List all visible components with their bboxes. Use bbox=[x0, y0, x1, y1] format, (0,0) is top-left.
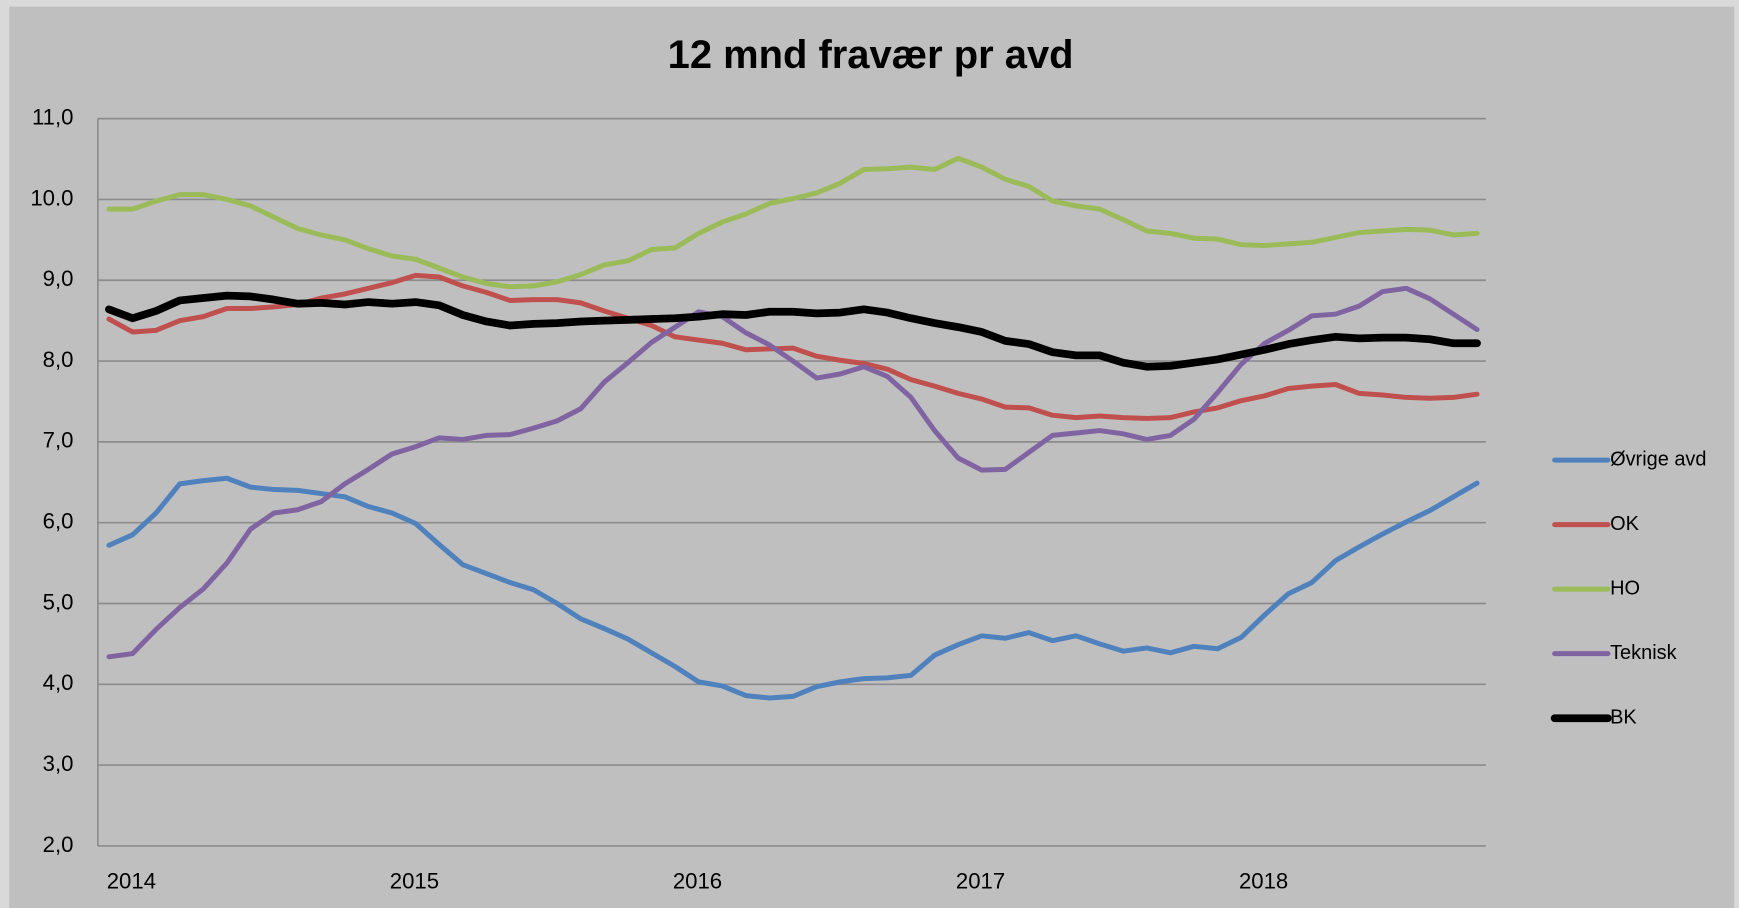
y-tick-label: 11,0 bbox=[32, 104, 73, 129]
y-tick-label: 3,0 bbox=[43, 751, 74, 776]
legend-label: OK bbox=[1610, 513, 1640, 535]
chart-title: 12 mnd fravær pr avd bbox=[668, 33, 1074, 77]
legend-label: HO bbox=[1610, 577, 1640, 599]
y-tick-label: 2,0 bbox=[43, 832, 74, 857]
x-tick-label: 2017 bbox=[956, 868, 1005, 893]
x-tick-label: 2014 bbox=[107, 868, 156, 893]
y-tick-label: 6,0 bbox=[43, 509, 74, 534]
x-tick-label: 2016 bbox=[673, 868, 722, 893]
line-series bbox=[106, 285, 1480, 660]
line-series bbox=[106, 272, 1480, 421]
y-tick-label: 7,0 bbox=[43, 428, 74, 453]
y-tick-label: 9,0 bbox=[43, 266, 74, 291]
line-series bbox=[105, 291, 1481, 371]
line-series bbox=[106, 475, 1480, 701]
x-tick-label: 2018 bbox=[1239, 868, 1288, 893]
y-tick-label: 10.0 bbox=[30, 185, 73, 210]
x-tick-label: 2015 bbox=[390, 868, 439, 893]
legend-label: Øvrige avd bbox=[1610, 448, 1706, 470]
y-tick-label: 5,0 bbox=[43, 589, 74, 614]
y-tick-label: 8,0 bbox=[43, 347, 74, 372]
y-tick-label: 4,0 bbox=[43, 670, 74, 695]
legend-label: Teknisk bbox=[1610, 642, 1677, 664]
line-series bbox=[106, 155, 1480, 290]
legend-label: BK bbox=[1610, 706, 1637, 728]
chart-area bbox=[9, 6, 1735, 908]
